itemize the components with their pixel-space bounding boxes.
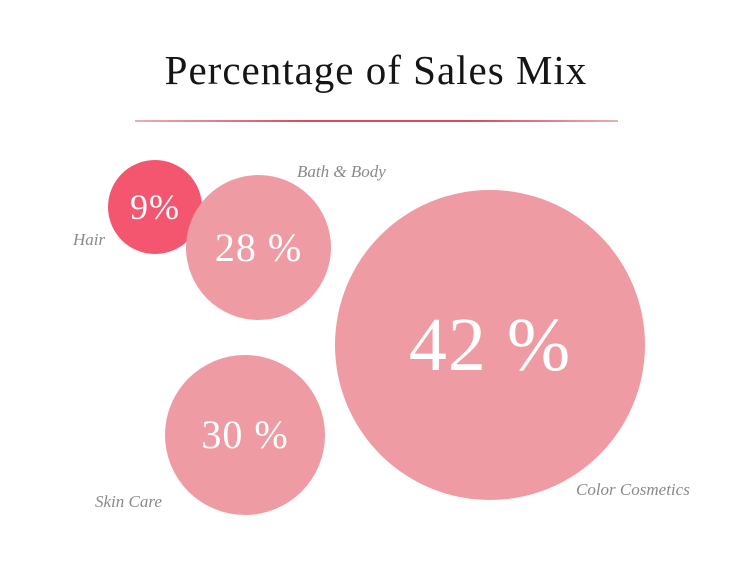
bubble-color-cosmetics-value: 42 % <box>408 303 572 387</box>
bubble-hair: 9% <box>108 160 202 254</box>
bubble-color-cosmetics: 42 % <box>335 190 645 500</box>
label-hair: Hair <box>73 230 106 249</box>
bubble-bath-and-body-value: 28 % <box>214 224 303 270</box>
label-bath-and-body: Bath & Body <box>297 162 386 181</box>
bubble-skin-care: 30 % <box>165 355 325 515</box>
label-color-cosmetics: Color Cosmetics <box>576 480 690 499</box>
title-divider <box>135 120 618 122</box>
bubble-hair-value: 9% <box>130 187 180 227</box>
bubble-skin-care-value: 30 % <box>201 412 289 457</box>
chart-title: Percentage of Sales Mix <box>164 47 588 93</box>
label-skin-care: Skin Care <box>95 492 162 511</box>
bubble-bath-and-body: 28 % <box>186 175 331 320</box>
